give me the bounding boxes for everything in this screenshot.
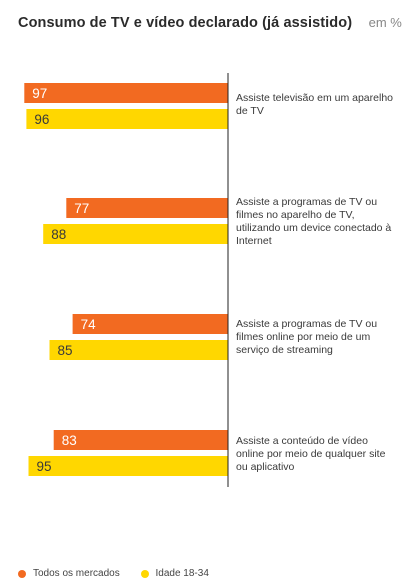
legend-label-todos: Todos os mercados — [33, 568, 120, 579]
chart-title-row: Consumo de TV e vídeo declarado (já assi… — [18, 14, 402, 32]
chart-unit: em % — [368, 15, 402, 30]
bar-idade-4 — [28, 456, 228, 476]
bar-idade-3 — [49, 340, 228, 360]
bar-idade-1 — [26, 109, 229, 129]
legend: Todos os mercados Idade 18-34 — [18, 568, 227, 581]
chart-title: Consumo de TV e vídeo declarado (já assi… — [18, 15, 353, 31]
legend-label-idade: Idade 18-34 — [155, 568, 209, 579]
category-label-2: Assiste a programas de TV ou filmes no a… — [236, 196, 392, 247]
legend-item-idade: Idade 18-34 — [140, 568, 209, 579]
bar-todos-2 — [66, 198, 228, 218]
bar-value-label: 77 — [74, 201, 89, 216]
bar-value-label: 85 — [58, 343, 73, 358]
bar-value-label: 95 — [37, 459, 52, 474]
legend-dot-todos — [18, 569, 26, 578]
bar-idade-2 — [43, 224, 229, 244]
bar-value-label: 88 — [51, 227, 66, 242]
bar-value-label: 96 — [34, 112, 49, 127]
bar-value-label: 83 — [62, 433, 77, 448]
legend-item-todos: Todos os mercados — [18, 568, 120, 579]
bar-todos-1 — [24, 83, 228, 103]
category-label-3: Assiste a programas de TV ou filmes onli… — [236, 318, 378, 356]
category-label-1: Assiste televisão em um aparelho de TV — [236, 92, 393, 117]
bar-todos-3 — [72, 314, 228, 334]
bar-value-label: 74 — [81, 317, 97, 332]
legend-dot-idade — [140, 569, 149, 578]
bar-value-label: 97 — [32, 86, 47, 101]
category-label-4: Assiste a conteúdo de vídeo online por m… — [236, 435, 386, 473]
bar-todos-4 — [53, 430, 229, 450]
